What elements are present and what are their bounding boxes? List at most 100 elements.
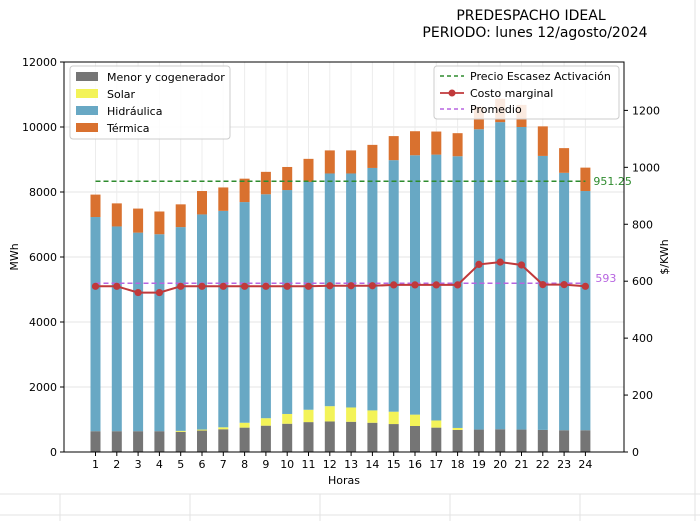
bar-segment-menor bbox=[154, 431, 165, 452]
bar-segment-termica bbox=[537, 126, 548, 156]
costo-marginal-point bbox=[283, 282, 291, 290]
bar-segment-menor bbox=[90, 431, 101, 452]
chart-title-line2: PERIODO: lunes 12/agosto/2024 bbox=[422, 25, 647, 41]
costo-marginal-point bbox=[134, 288, 142, 297]
bar-segment-menor bbox=[410, 426, 420, 452]
legend-swatch-hidraulica bbox=[76, 106, 98, 115]
costo-marginal-point bbox=[347, 282, 355, 290]
bar-segment-hidraulica bbox=[239, 202, 250, 423]
legend-label-precio-escasez: Precio Escasez Activación bbox=[470, 70, 611, 83]
bar-segment-solar bbox=[452, 427, 463, 430]
bar-segment-termica bbox=[388, 136, 399, 161]
bar-segment-menor bbox=[367, 422, 378, 452]
costo-marginal-point bbox=[326, 282, 334, 290]
y-tick-label: 12000 bbox=[22, 56, 57, 69]
legend-label-menor: Menor y cogenerador bbox=[107, 71, 225, 84]
legend-marker-costo-marginal bbox=[448, 89, 456, 97]
bar-segment-menor bbox=[111, 431, 122, 452]
bar-segment-menor bbox=[346, 421, 357, 452]
bar-segment-solar bbox=[282, 413, 293, 424]
bar-segment-solar bbox=[431, 420, 442, 428]
bar-segment-hidraulica bbox=[559, 172, 570, 431]
bar-segment-hidraulica bbox=[175, 227, 186, 431]
y2-tick-label: 800 bbox=[632, 218, 653, 231]
y2-axis-ticks: 0 200 400 600 800 1000 1200 bbox=[624, 104, 660, 459]
bar-segment-menor bbox=[537, 429, 548, 452]
bar-segment-termica bbox=[324, 150, 335, 174]
legend-label-hidraulica: Hidráulica bbox=[107, 105, 162, 118]
x-tick-label: 7 bbox=[220, 458, 227, 471]
legend-right-box bbox=[433, 65, 620, 120]
x-tick-label: 6 bbox=[199, 458, 206, 471]
legend-left: Menor y cogenerador Solar Hidráulica Tér… bbox=[69, 65, 231, 140]
x-tick-label: 13 bbox=[344, 458, 358, 471]
bar-segment-termica bbox=[410, 131, 420, 156]
costo-marginal-point bbox=[496, 258, 504, 266]
x-tick-label: 3 bbox=[135, 458, 142, 471]
y-tick-label: 2000 bbox=[29, 381, 57, 394]
x-tick-label: 24 bbox=[578, 458, 592, 471]
bar-segment-solar bbox=[218, 427, 229, 430]
bar-segment-solar bbox=[239, 422, 250, 428]
bar-segment-hidraulica bbox=[282, 190, 293, 414]
precio-escasez-value-label: 951.25 bbox=[593, 175, 632, 188]
bar-segment-menor bbox=[260, 425, 271, 452]
costo-marginal-point bbox=[581, 282, 590, 290]
bar-segment-termica bbox=[559, 148, 570, 173]
bar-segment-termica bbox=[346, 150, 357, 174]
bar-segment-termica bbox=[239, 178, 250, 203]
y2-tick-label: 200 bbox=[632, 389, 653, 402]
bar-segment-menor bbox=[133, 431, 144, 452]
legend-swatch-termica bbox=[76, 123, 98, 132]
bar-segment-menor bbox=[197, 430, 207, 452]
bar-segment-hidraulica bbox=[580, 191, 591, 431]
reference-lines: 951.25 593 bbox=[95, 175, 632, 285]
y-axis-ticks: 0 2000 4000 6000 8000 10000 12000 bbox=[22, 56, 64, 459]
bar-segment-termica bbox=[452, 133, 463, 157]
x-tick-label: 18 bbox=[451, 458, 465, 471]
costo-marginal-point bbox=[368, 282, 376, 290]
costo-marginal-point bbox=[219, 282, 227, 290]
legend-label-costo-marginal: Costo marginal bbox=[470, 87, 553, 100]
x-tick-label: 12 bbox=[323, 458, 337, 471]
bar-segment-menor bbox=[473, 429, 484, 452]
bar-segment-termica bbox=[197, 191, 207, 215]
legend-swatch-menor bbox=[76, 72, 98, 81]
bar-segment-termica bbox=[367, 144, 378, 168]
bar-segment-hidraulica bbox=[133, 232, 144, 432]
bar-segment-hidraulica bbox=[218, 210, 229, 428]
y2-tick-label: 1000 bbox=[632, 161, 660, 174]
costo-marginal-point bbox=[198, 282, 206, 290]
bar-segment-solar bbox=[410, 414, 420, 426]
costo-marginal-polyline bbox=[95, 261, 586, 294]
bar-segment-hidraulica bbox=[346, 173, 357, 408]
bar-segment-termica bbox=[175, 204, 186, 228]
costo-marginal-point bbox=[304, 282, 313, 290]
bar-segment-termica bbox=[431, 131, 442, 155]
x-axis-label: Horas bbox=[328, 474, 360, 487]
x-tick-label: 11 bbox=[302, 458, 316, 471]
y2-tick-label: 1200 bbox=[632, 104, 660, 117]
x-tick-label: 9 bbox=[262, 458, 269, 471]
costo-marginal-point bbox=[454, 281, 462, 289]
legend-right: Precio Escasez Activación Costo marginal… bbox=[433, 65, 620, 120]
y2-tick-label: 400 bbox=[632, 332, 653, 345]
bar-segment-hidraulica bbox=[452, 156, 463, 428]
promedio-value-label: 593 bbox=[595, 272, 616, 285]
costo-marginal-point bbox=[560, 281, 568, 289]
bar-segment-menor bbox=[516, 429, 527, 452]
bar-segment-termica bbox=[260, 171, 271, 195]
bar-segment-hidraulica bbox=[197, 214, 207, 430]
bar-segment-menor bbox=[239, 427, 250, 452]
legend-left-box bbox=[69, 65, 231, 140]
y-tick-label: 4000 bbox=[29, 316, 57, 329]
bar-segment-menor bbox=[388, 424, 399, 452]
y2-tick-label: 600 bbox=[632, 275, 653, 288]
bar-segment-termica bbox=[154, 211, 165, 235]
costo-marginal-point bbox=[539, 281, 547, 289]
x-tick-label: 16 bbox=[408, 458, 422, 471]
costo-marginal-point bbox=[432, 281, 440, 289]
bar-segment-termica bbox=[580, 167, 591, 192]
costo-marginal-point bbox=[113, 282, 121, 290]
